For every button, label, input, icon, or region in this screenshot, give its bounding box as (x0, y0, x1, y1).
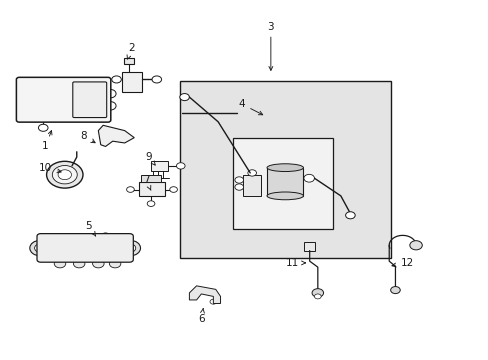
Bar (151, 161, 167, 171)
Circle shape (46, 161, 83, 188)
Ellipse shape (266, 164, 303, 171)
Circle shape (234, 177, 243, 183)
Text: 4: 4 (238, 99, 262, 115)
Circle shape (101, 233, 110, 240)
Circle shape (52, 166, 77, 184)
Bar (123, 58, 134, 64)
Circle shape (304, 174, 314, 182)
Circle shape (73, 259, 85, 268)
Circle shape (119, 240, 140, 256)
Bar (243, 175, 261, 196)
Polygon shape (98, 125, 134, 147)
Text: 10: 10 (39, 163, 61, 173)
Bar (122, 72, 142, 92)
Circle shape (109, 259, 121, 268)
Circle shape (126, 187, 134, 192)
Text: 8: 8 (81, 131, 95, 143)
Circle shape (314, 294, 321, 299)
FancyBboxPatch shape (73, 82, 106, 118)
Circle shape (101, 140, 107, 145)
Circle shape (39, 124, 48, 131)
Circle shape (169, 187, 177, 192)
Ellipse shape (266, 192, 303, 200)
Circle shape (152, 76, 161, 83)
Bar (180, 81, 390, 258)
Circle shape (112, 76, 121, 83)
Circle shape (234, 184, 243, 190)
Text: 1: 1 (42, 131, 52, 152)
Text: 12: 12 (391, 258, 413, 268)
Circle shape (247, 170, 256, 176)
Circle shape (35, 244, 46, 252)
Circle shape (92, 259, 104, 268)
Circle shape (30, 240, 51, 256)
Circle shape (390, 287, 399, 294)
Bar (304, 242, 314, 251)
Circle shape (209, 299, 216, 304)
Circle shape (104, 102, 116, 110)
Text: 6: 6 (198, 309, 204, 324)
Circle shape (180, 94, 189, 101)
Text: 7: 7 (142, 175, 151, 190)
Text: 9: 9 (145, 152, 155, 165)
Circle shape (409, 241, 422, 250)
Circle shape (176, 163, 184, 169)
Bar (141, 175, 160, 182)
Text: 3: 3 (267, 22, 274, 70)
Circle shape (58, 170, 71, 180)
Text: 11: 11 (285, 258, 305, 268)
Circle shape (147, 201, 155, 207)
Text: 2: 2 (127, 43, 135, 59)
Bar (139, 182, 165, 196)
Circle shape (21, 100, 37, 112)
Circle shape (345, 212, 354, 219)
FancyBboxPatch shape (37, 234, 133, 262)
Circle shape (311, 289, 323, 297)
Polygon shape (189, 286, 220, 303)
Bar (232, 138, 332, 229)
Circle shape (104, 89, 116, 98)
Circle shape (124, 244, 136, 252)
Circle shape (54, 259, 65, 268)
FancyBboxPatch shape (17, 77, 111, 122)
Bar (266, 168, 303, 196)
Text: 5: 5 (85, 221, 96, 236)
